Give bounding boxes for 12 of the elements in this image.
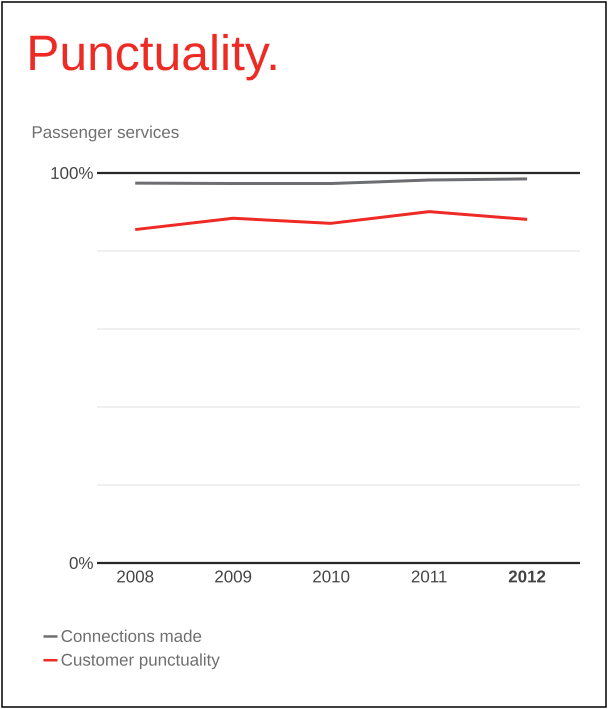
y-tick-label: 0%	[70, 557, 93, 570]
y-tick-label: 100%	[51, 167, 93, 180]
x-tick-label: 2008	[117, 570, 154, 583]
x-tick-label: 2009	[215, 570, 252, 583]
y-axis-title: Passenger services	[32, 126, 179, 142]
x-tick-label: 2011	[412, 570, 447, 583]
line-series	[134, 210, 529, 232]
legend-label: Connections made	[62, 630, 202, 642]
x-tick-label: 2012	[508, 570, 546, 583]
chart-title: Punctuality.	[30, 34, 276, 80]
legend-label: Customer punctuality	[62, 653, 220, 670]
x-tick-label: 2010	[313, 570, 350, 583]
